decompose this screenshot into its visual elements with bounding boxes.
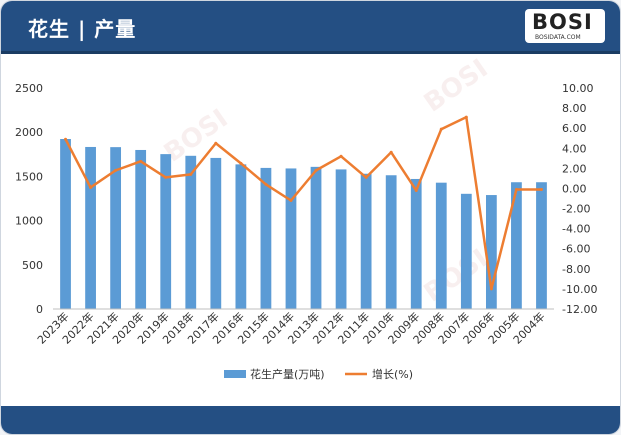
line-point	[164, 175, 168, 179]
y-right-tick-label: -2.00	[562, 203, 590, 216]
y-left-tick-label: 500	[22, 259, 43, 272]
page-title: 花生 | 产量	[28, 17, 137, 41]
growth-line	[64, 115, 542, 291]
line-point	[289, 199, 293, 203]
bar	[110, 147, 122, 309]
line-point	[239, 161, 243, 165]
y-right-tick-label: 8.00	[562, 102, 587, 115]
y-right-tick-label: -8.00	[562, 263, 590, 276]
bar	[235, 164, 247, 309]
legend: 花生产量(万吨) 增长(%)	[224, 367, 413, 381]
y-right-axis: 10.00 8.00 6.00 4.00 2.00 0.00 -2.00 -4.00 -6.00…	[562, 82, 597, 316]
line-point	[314, 168, 318, 172]
y-right-tick-label: -10.00	[562, 283, 597, 296]
bar-series	[60, 139, 547, 309]
bar	[536, 182, 547, 309]
line-point	[539, 187, 543, 191]
bar	[285, 168, 297, 309]
bar	[485, 195, 497, 309]
logo-subtext: BOSIDATA.COM	[535, 34, 581, 41]
bar	[160, 154, 172, 309]
x-axis: 2023年2022年2021年2020年2019年2018年2017年2016年…	[34, 308, 554, 347]
line-point	[114, 168, 118, 172]
line-point	[339, 154, 343, 158]
line-point	[414, 188, 418, 192]
y-left-axis: 0 500 1000 1500 2000 2500	[15, 82, 43, 316]
y-left-tick-label: 1000	[15, 215, 43, 228]
y-right-tick-label: 6.00	[562, 122, 587, 135]
bar	[435, 182, 447, 309]
line-point	[64, 137, 68, 141]
line-point	[214, 141, 218, 145]
bosi-logo: BOSI BOSIDATA.COM	[525, 9, 605, 43]
bar	[210, 157, 222, 309]
bar	[385, 175, 397, 309]
y-right-tick-label: -12.00	[562, 303, 597, 316]
line-point	[364, 175, 368, 179]
footer-bar	[1, 406, 620, 434]
y-right-tick-label: 2.00	[562, 162, 587, 175]
bar	[511, 182, 522, 309]
bar	[60, 139, 71, 309]
y-right-tick-label: -4.00	[562, 223, 590, 236]
line-series	[64, 115, 543, 291]
chart-svg: 0 500 1000 1500 2000 2500 10.00 8.00 6.00 4.00 2.…	[15, 82, 597, 381]
legend-bar-swatch	[224, 370, 246, 378]
y-right-tick-label: -6.00	[562, 243, 590, 256]
header-bar: 花生 | 产量 BOSI BOSIDATA.COM	[1, 1, 620, 54]
line-point	[89, 185, 93, 189]
bar	[460, 193, 472, 309]
line-point	[489, 287, 493, 291]
bar	[185, 155, 197, 309]
y-left-tick-label: 2000	[15, 126, 43, 139]
y-left-tick-label: 1500	[15, 170, 43, 183]
bar	[335, 169, 347, 309]
bar	[310, 166, 322, 309]
legend-line-label: 增长(%)	[372, 367, 413, 381]
bar	[85, 146, 96, 309]
bar	[135, 149, 147, 309]
bar	[260, 167, 272, 309]
y-right-tick-label: 10.00	[562, 82, 594, 95]
y-right-tick-label: 4.00	[562, 142, 587, 155]
y-left-tick-label: 2500	[15, 82, 43, 95]
line-point	[139, 159, 143, 163]
logo-text: BOSI	[532, 10, 593, 34]
line-point	[189, 172, 193, 176]
bar	[410, 178, 422, 309]
line-point	[464, 115, 468, 119]
line-point	[514, 187, 518, 191]
y-right-tick-label: 0.00	[562, 182, 587, 195]
line-point	[439, 127, 443, 131]
y-left-tick-label: 0	[36, 303, 43, 316]
legend-bar-label: 花生产量(万吨)	[250, 367, 325, 381]
line-point	[264, 182, 268, 186]
line-point	[389, 150, 393, 154]
bar	[360, 173, 372, 309]
